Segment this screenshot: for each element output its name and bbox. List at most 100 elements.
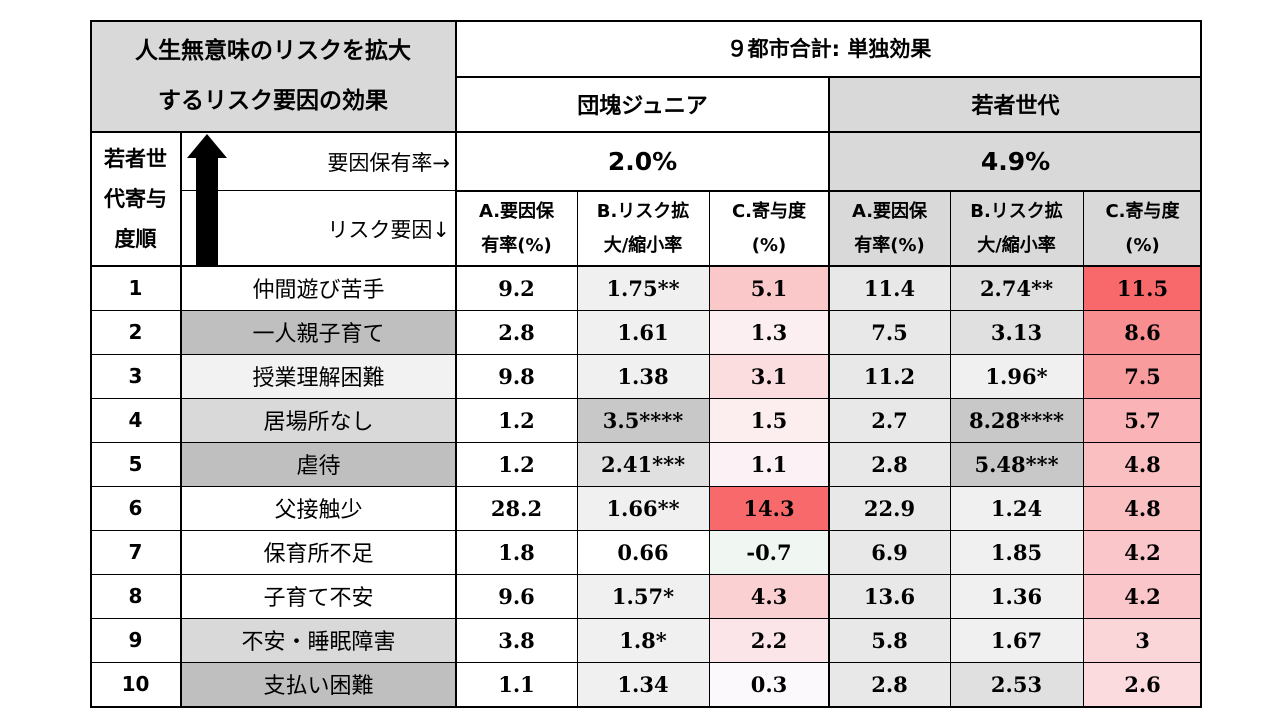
column-header-line: A.要因保 (478, 200, 555, 222)
value-cell: 3.8 (456, 618, 577, 662)
value-cell: 9.2 (456, 266, 577, 310)
rank-cell: 2 (128, 320, 143, 344)
value-cell: 2.8 (456, 310, 577, 354)
value-cell: 9.8 (456, 354, 577, 398)
value-cell: 8.28**** (950, 398, 1083, 442)
value-cell: 4.8 (1083, 442, 1202, 486)
column-header-line: (%) (1125, 234, 1160, 256)
value-cell: 1.1 (456, 662, 577, 706)
risk-factor-name: 授業理解困難 (181, 354, 456, 398)
column-header-line: C.寄与度 (731, 200, 807, 222)
value-cell: 11.5 (1083, 266, 1202, 310)
column-header-line: C.寄与度 (1105, 200, 1180, 222)
column-header: C.寄与度 (%) (1083, 191, 1202, 266)
column-header-line: A.要因保 (851, 200, 928, 222)
value-cell: 22.9 (829, 486, 950, 530)
column-header: C.寄与度 (%) (709, 191, 829, 266)
grid-line (1200, 20, 1202, 708)
rank-cell: 9 (128, 628, 143, 652)
value-cell: 1.66** (577, 486, 709, 530)
grid-line (90, 398, 1202, 399)
value-cell: 1.67 (950, 618, 1083, 662)
value-cell: 1.36 (950, 574, 1083, 618)
value-cell: 14.3 (709, 486, 829, 530)
grid-line (90, 574, 1202, 575)
value-cell: 9.6 (456, 574, 577, 618)
value-cell: 0.3 (709, 662, 829, 706)
value-cell: 1.2 (456, 398, 577, 442)
column-header-line: B.リスク拡 (596, 200, 690, 222)
value-cell: 13.6 (829, 574, 950, 618)
value-cell: 11.4 (829, 266, 950, 310)
risk-factor-name: 虐待 (181, 442, 456, 486)
value-cell: 1.8* (577, 618, 709, 662)
grid-line (90, 265, 1202, 267)
value-cell: 1.34 (577, 662, 709, 706)
value-cell: 0.66 (577, 530, 709, 574)
column-header-line: 大/縮小率 (977, 234, 1056, 256)
value-cell: 1.3 (709, 310, 829, 354)
value-cell: 1.61 (577, 310, 709, 354)
value-cell: 1.5 (709, 398, 829, 442)
value-cell: 1.38 (577, 354, 709, 398)
value-cell: 1.57* (577, 574, 709, 618)
column-header: B.リスク拡 大/縮小率 (950, 191, 1083, 266)
prevalence-wakamono: 4.9% (829, 132, 1202, 191)
grid-line (90, 131, 1202, 133)
grid-line (709, 191, 710, 708)
grid-line (828, 76, 830, 708)
group-header-wakamono: 若者世代 (829, 76, 1202, 132)
value-cell: 5.48*** (950, 442, 1083, 486)
value-cell: 4.2 (1083, 574, 1202, 618)
rank-cell: 3 (128, 364, 143, 388)
value-cell: 3.1 (709, 354, 829, 398)
column-header-line: 有率(%) (481, 234, 552, 256)
column-header-line: B.リスク拡 (970, 200, 1063, 222)
grid-line (950, 191, 951, 708)
value-cell: 3.5**** (577, 398, 709, 442)
value-cell: 1.96* (950, 354, 1083, 398)
super-header: ９都市合計: 単独効果 (726, 37, 932, 61)
grid-line (90, 530, 1202, 531)
value-cell: 5.1 (709, 266, 829, 310)
value-cell: 2.7 (829, 398, 950, 442)
value-cell: 1.2 (456, 442, 577, 486)
value-cell: 2.6 (1083, 662, 1202, 706)
risk-factor-label: リスク要因↓ (327, 217, 450, 242)
risk-factor-name: 不安・睡眠障害 (181, 618, 456, 662)
value-cell: 6.9 (829, 530, 950, 574)
risk-factor-name: 保育所不足 (181, 530, 456, 574)
value-cell: 4.2 (1083, 530, 1202, 574)
value-cell: 2.41*** (577, 442, 709, 486)
risk-factor-name: 支払い困難 (181, 662, 456, 706)
up-arrow-icon (187, 134, 227, 158)
value-cell: -0.7 (709, 530, 829, 574)
grid-line (90, 20, 92, 708)
grid-line (181, 190, 456, 191)
value-cell: 8.6 (1083, 310, 1202, 354)
rank-cell: 1 (128, 276, 143, 300)
value-cell: 4.3 (709, 574, 829, 618)
grid-line (90, 20, 1202, 22)
rank-cell: 6 (128, 496, 143, 520)
rank-cell: 5 (128, 452, 143, 476)
up-arrow-shaft (196, 158, 218, 266)
value-cell: 1.85 (950, 530, 1083, 574)
value-cell: 1.1 (709, 442, 829, 486)
grid-line (1083, 191, 1084, 708)
risk-factor-name: 居場所なし (181, 398, 456, 442)
value-cell: 11.2 (829, 354, 950, 398)
rank-cell: 10 (121, 672, 150, 696)
value-cell: 1.24 (950, 486, 1083, 530)
group-header-dankai-junior: 団塊ジュニア (577, 94, 708, 119)
rank-cell: 8 (128, 584, 143, 608)
grid-line (90, 310, 1202, 311)
value-cell: 2.2 (709, 618, 829, 662)
prevalence-label: 要因保有率→ (327, 150, 450, 175)
value-cell: 5.7 (1083, 398, 1202, 442)
rank-cell: 7 (128, 540, 143, 564)
grid-line (455, 20, 457, 708)
value-cell: 2.8 (829, 662, 950, 706)
column-header-line: (%) (751, 234, 787, 256)
value-cell: 1.8 (456, 530, 577, 574)
